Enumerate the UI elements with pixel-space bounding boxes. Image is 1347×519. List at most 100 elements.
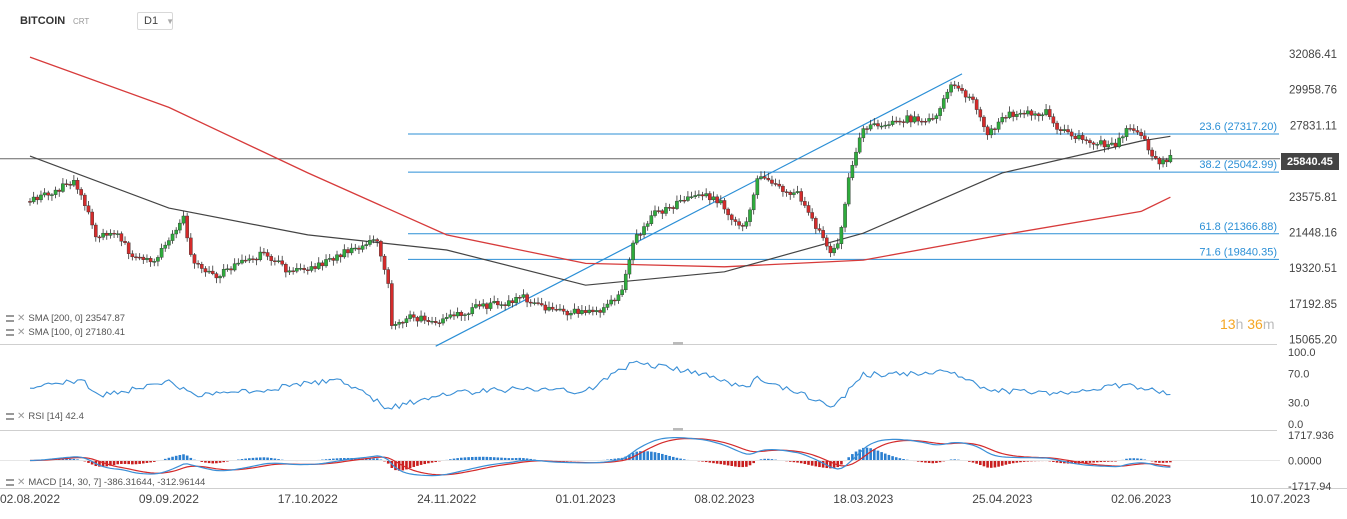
candle: [1121, 134, 1125, 144]
macd-hist-bar: [1158, 460, 1161, 463]
candle-body: [331, 258, 336, 261]
candle: [898, 117, 902, 126]
candle: [660, 209, 665, 219]
rsi-legend[interactable]: ✕ RSI [14] 42.4: [6, 411, 84, 422]
macd-hist-bar: [423, 460, 427, 465]
settings-icon[interactable]: [6, 315, 14, 322]
close-icon[interactable]: ✕: [17, 411, 26, 422]
candle-body: [1040, 114, 1045, 117]
macd-hist-bar: [222, 460, 226, 463]
candle-body: [901, 121, 906, 123]
candle-body: [1168, 155, 1173, 163]
candle-body: [123, 241, 127, 243]
candle: [159, 243, 164, 260]
macd-hist-bar: [522, 458, 525, 461]
macd-hist-bar: [335, 458, 339, 461]
macd-hist-bar: [1088, 460, 1092, 463]
candle-body: [1026, 110, 1030, 115]
candle-body: [364, 244, 369, 246]
candle: [1146, 136, 1151, 155]
settings-icon[interactable]: [6, 413, 14, 420]
sma100-legend[interactable]: ✕ SMA [100, 0] 27180.41: [6, 327, 125, 338]
candle: [835, 238, 840, 250]
sma200-legend[interactable]: ✕ SMA [200, 0] 23547.87: [6, 313, 125, 324]
settings-icon[interactable]: [6, 329, 14, 336]
macd-hist-bar: [247, 458, 251, 461]
candle-body: [591, 309, 595, 313]
candle-body: [1058, 129, 1063, 131]
candle: [174, 227, 178, 239]
candle: [79, 187, 83, 200]
candle: [612, 297, 617, 306]
candle: [148, 256, 153, 267]
candle: [645, 220, 650, 231]
candle: [302, 264, 306, 274]
rsi-legend-name: RSI [14]: [28, 411, 63, 422]
candle: [740, 223, 745, 232]
candle-body: [1150, 149, 1154, 157]
candle: [463, 312, 467, 322]
macd-hist-bar: [1169, 460, 1172, 463]
time-axis-label: 02.06.2023: [1111, 492, 1171, 506]
candle-body: [119, 233, 124, 242]
timeframe-select[interactable]: D1 ▼: [137, 12, 174, 30]
candle: [240, 254, 244, 265]
candle-body: [265, 252, 270, 257]
candle-body: [503, 304, 507, 306]
candle: [262, 247, 266, 256]
symbol-label[interactable]: BITCOIN: [20, 15, 66, 27]
candle-body: [1015, 114, 1019, 117]
candle-body: [1007, 111, 1012, 118]
candle-body: [247, 258, 252, 261]
close-icon[interactable]: ✕: [17, 477, 26, 488]
candle-body: [985, 126, 990, 136]
candle: [1164, 157, 1169, 167]
macd-legend[interactable]: ✕ MACD [14, 30, 7] -386.31644, -312.9614…: [6, 477, 205, 488]
candle-body: [1161, 159, 1165, 165]
candle: [386, 267, 390, 289]
candle: [1102, 138, 1107, 153]
candle: [313, 263, 317, 273]
candle-body: [967, 96, 972, 99]
candle: [199, 261, 204, 274]
candle-body: [550, 306, 555, 310]
macd-hist-bar: [375, 458, 379, 461]
settings-icon[interactable]: [6, 479, 14, 486]
candle: [620, 284, 624, 297]
macd-hist-bar: [123, 460, 127, 464]
macd-hist-bar: [109, 460, 112, 466]
candle: [415, 315, 420, 327]
macd-hist-bar: [1004, 460, 1008, 465]
macd-hist-bar: [708, 460, 712, 463]
candle: [137, 253, 142, 261]
rsi-axis-label: 100.0: [1288, 347, 1316, 359]
close-icon[interactable]: ✕: [17, 313, 26, 324]
candle: [861, 125, 866, 143]
candle-body: [415, 317, 420, 322]
candle: [189, 233, 193, 257]
candle: [316, 257, 321, 270]
candle: [1004, 114, 1008, 123]
countdown-m: m: [1262, 316, 1275, 332]
candle: [788, 190, 793, 200]
candle-body: [920, 120, 924, 123]
candle-body: [890, 120, 895, 125]
macd-hist-bar: [372, 458, 375, 461]
candle: [481, 299, 486, 309]
macd-hist-bar: [492, 457, 496, 461]
candle-body: [762, 176, 767, 179]
candle: [949, 81, 953, 97]
candle: [243, 255, 248, 264]
macd-hist-bar: [68, 458, 72, 461]
candle: [31, 191, 36, 204]
close-icon[interactable]: ✕: [17, 327, 26, 338]
candle-body: [1157, 157, 1162, 165]
macd-hist-bar: [489, 457, 492, 461]
macd-hist-bar: [810, 460, 814, 466]
macd-hist-bar: [1015, 460, 1019, 463]
candle-body: [393, 324, 398, 326]
macd-axis-label: -1717.94: [1288, 481, 1331, 493]
sma100-legend-name: SMA [100, 0]: [28, 327, 83, 338]
